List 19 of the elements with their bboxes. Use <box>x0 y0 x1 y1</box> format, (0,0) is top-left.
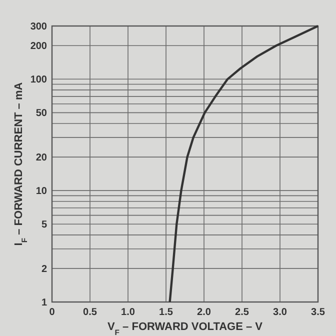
x-tick-label: 0 <box>49 307 56 318</box>
x-tick-label: 2.5 <box>235 307 250 318</box>
x-tick-label: 1.5 <box>159 307 174 318</box>
line-series <box>168 24 320 304</box>
y-tick-label: 2 <box>41 264 48 275</box>
x-tick-label: 3.0 <box>273 307 288 318</box>
x-tick-label: 1.0 <box>121 307 136 318</box>
x-tick-label: 2.0 <box>197 307 212 318</box>
y-tick-label: 100 <box>30 74 48 86</box>
y-tick-label: 50 <box>36 108 48 120</box>
y-tick-label: 10 <box>36 186 48 198</box>
y-tick-label: 20 <box>36 152 48 164</box>
x-axis-title: V$_{F}$ – FORWARD VOLTAGE – V <box>107 321 264 336</box>
y-tick-label: 200 <box>30 41 48 52</box>
y-tick-label: 1 <box>41 298 48 308</box>
y-tick-label: 300 <box>30 22 48 32</box>
x-tick-label: 0.5 <box>83 307 98 318</box>
x-tick-label: 3.5 <box>311 307 326 318</box>
y-tick-label: 5 <box>41 220 48 231</box>
